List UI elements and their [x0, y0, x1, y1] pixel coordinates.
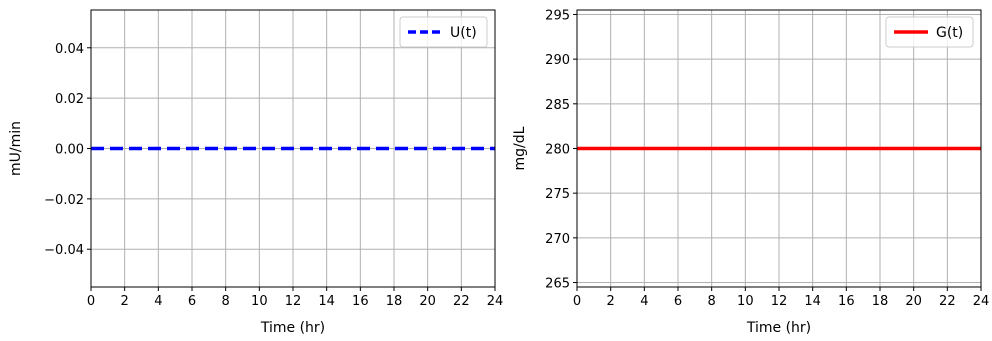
x-tick-label: 12: [771, 294, 788, 309]
y-axis-label: mU/min: [8, 121, 24, 176]
x-axis-ticks: 0 2 4 6 8 10 12 14 16 18 20 22 24: [573, 287, 989, 309]
x-tick-label: 8: [708, 294, 716, 309]
y-tick-label: 290: [545, 53, 570, 68]
y-tick-label: 280: [545, 143, 570, 158]
legend-box: [885, 16, 974, 48]
y-axis-ticks: 265 270 275 280 285 290 295: [545, 8, 577, 292]
y-tick-label: −0.02: [44, 193, 84, 208]
x-axis-label: Time (hr): [746, 320, 811, 336]
y-tick-label: 275: [545, 187, 570, 202]
x-tick-label: 14: [318, 294, 335, 309]
x-tick-label: 12: [285, 294, 302, 309]
x-tick-label: 2: [121, 294, 129, 309]
y-tick-label: 265: [545, 277, 570, 292]
x-tick-label: 2: [607, 294, 615, 309]
x-tick-label: 0: [87, 294, 95, 309]
y-tick-label: 0.02: [55, 92, 84, 107]
x-tick-label: 4: [154, 294, 162, 309]
legend: G(t): [885, 16, 974, 48]
x-tick-label: 18: [386, 294, 403, 309]
x-tick-label: 24: [487, 294, 504, 309]
chart-glucose: 0 2 4 6 8 10 12 14 16 18 20 22 24 265270275280285290…: [512, 8, 989, 336]
y-axis-ticks: −0.04 −0.02 0.00 0.02 0.04: [44, 42, 91, 258]
y-tick-label: −0.04: [44, 243, 84, 258]
x-tick-label: 8: [222, 294, 230, 309]
y-tick-label: 295: [545, 8, 570, 23]
legend-label: U(t): [450, 25, 477, 41]
legend-label: G(t): [936, 25, 963, 41]
x-tick-label: 10: [737, 294, 754, 309]
x-tick-label: 16: [838, 294, 855, 309]
legend: U(t): [399, 16, 488, 48]
x-axis-label: Time (hr): [260, 320, 325, 336]
x-tick-label: 6: [674, 294, 682, 309]
legend-box: [399, 16, 488, 48]
x-tick-label: 22: [453, 294, 470, 309]
x-tick-label: 10: [251, 294, 268, 309]
x-tick-label: 22: [939, 294, 956, 309]
y-axis-label: mg/dL: [512, 126, 528, 170]
x-axis-ticks: 0 2 4 6 8 10 12 14 16 18 20 22 24: [87, 287, 503, 309]
y-tick-label: 0.00: [55, 143, 84, 158]
x-tick-label: 20: [905, 294, 922, 309]
x-tick-label: 20: [419, 294, 436, 309]
x-tick-label: 14: [804, 294, 821, 309]
y-tick-label: 285: [545, 98, 570, 113]
y-tick-label: 270: [545, 232, 570, 247]
x-tick-label: 0: [573, 294, 581, 309]
y-tick-label: 0.04: [55, 42, 84, 57]
x-tick-label: 4: [640, 294, 648, 309]
x-tick-label: 24: [973, 294, 990, 309]
x-tick-label: 16: [352, 294, 369, 309]
x-tick-label: 6: [188, 294, 196, 309]
chart-insulin: 0 2 4 6 8 10 12 14 16 18 20 22 24 −0.04−0.020.000.02…: [8, 9, 503, 336]
x-tick-label: 18: [872, 294, 889, 309]
